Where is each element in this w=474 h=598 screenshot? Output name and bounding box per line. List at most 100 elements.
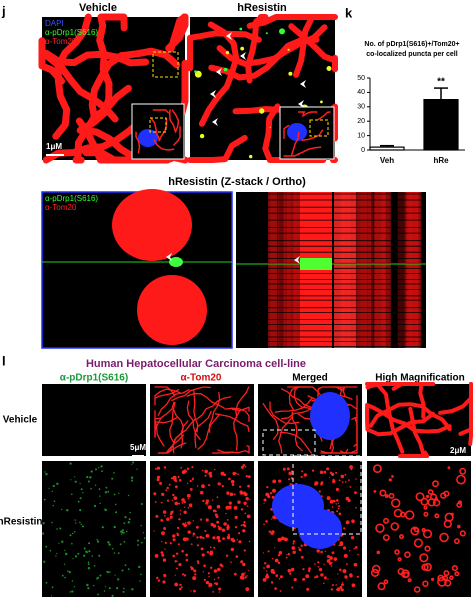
puncta <box>97 593 99 596</box>
puncta <box>247 484 251 488</box>
puncta <box>154 501 157 503</box>
puncta <box>243 524 247 528</box>
puncta <box>114 574 116 576</box>
puncta <box>204 469 208 474</box>
puncta <box>350 536 355 540</box>
puncta <box>137 539 139 542</box>
puncta <box>223 522 227 526</box>
puncta <box>240 46 245 51</box>
mito-strand <box>154 388 181 399</box>
puncta <box>71 493 73 496</box>
mito-strand <box>211 451 234 454</box>
puncta <box>354 491 357 495</box>
puncta <box>335 487 339 492</box>
puncta <box>306 587 310 591</box>
puncta <box>52 484 55 488</box>
puncta <box>422 580 429 587</box>
puncta <box>98 554 101 557</box>
puncta <box>108 587 111 590</box>
puncta <box>153 530 155 532</box>
puncta <box>293 578 297 582</box>
puncta <box>326 555 330 558</box>
puncta <box>127 521 130 524</box>
puncta <box>453 538 460 545</box>
ortho-stripe <box>408 192 412 348</box>
puncta <box>432 499 441 507</box>
mito-strand <box>152 109 170 114</box>
zoom-box <box>309 119 329 137</box>
channel-legend: α-pDrp1(S616) <box>45 28 98 37</box>
puncta <box>86 583 89 587</box>
puncta <box>104 586 106 588</box>
puncta <box>155 467 157 470</box>
puncta <box>244 576 247 579</box>
puncta <box>88 542 91 545</box>
puncta <box>68 571 71 574</box>
puncta <box>230 479 235 484</box>
puncta <box>186 482 189 484</box>
puncta <box>218 591 221 593</box>
puncta <box>279 590 282 592</box>
puncta <box>71 590 74 593</box>
puncta <box>266 486 269 489</box>
ortho-stripe <box>270 192 280 348</box>
puncta <box>303 473 307 477</box>
puncta <box>199 133 205 139</box>
puncta <box>175 480 178 483</box>
puncta <box>61 540 64 543</box>
puncta <box>164 541 167 545</box>
puncta <box>225 512 227 515</box>
puncta <box>85 550 87 553</box>
mito-strand <box>320 448 349 454</box>
puncta <box>196 544 199 547</box>
puncta <box>235 472 238 475</box>
puncta <box>69 462 72 465</box>
puncta <box>67 570 69 572</box>
row-label: hResistin <box>0 517 43 528</box>
mito-strand <box>193 389 199 433</box>
puncta <box>314 576 317 579</box>
puncta <box>284 537 288 542</box>
puncta <box>83 554 86 557</box>
puncta <box>140 541 143 544</box>
ortho-stripe <box>374 192 386 348</box>
puncta <box>330 565 333 567</box>
puncta <box>225 554 229 557</box>
puncta <box>173 496 178 500</box>
puncta <box>101 526 104 529</box>
mito-strand <box>279 431 312 454</box>
puncta <box>177 475 180 478</box>
puncta <box>338 512 342 516</box>
puncta <box>205 501 209 505</box>
puncta <box>163 573 167 578</box>
puncta <box>336 499 339 502</box>
puncta <box>307 569 311 573</box>
zoom-box <box>292 455 362 535</box>
puncta <box>348 479 350 481</box>
puncta <box>192 477 195 480</box>
mito-body <box>137 275 207 345</box>
puncta <box>337 507 340 510</box>
column-header: High Magnification <box>375 373 464 384</box>
puncta <box>121 569 124 572</box>
puncta <box>43 560 46 563</box>
puncta <box>190 590 192 592</box>
mito-strand <box>150 117 161 141</box>
puncta <box>117 552 120 554</box>
puncta <box>48 487 50 489</box>
puncta <box>71 542 73 545</box>
puncta <box>93 504 97 508</box>
puncta <box>188 503 193 508</box>
puncta <box>203 578 206 581</box>
puncta <box>204 530 206 532</box>
puncta <box>315 575 319 578</box>
ortho-stripe <box>278 192 289 348</box>
puncta <box>97 540 100 543</box>
channel-legend: α-Tom20 <box>45 203 77 212</box>
puncta <box>70 479 72 481</box>
puncta <box>75 522 77 524</box>
puncta <box>136 468 138 470</box>
puncta <box>388 478 392 482</box>
puncta <box>137 544 140 546</box>
puncta <box>375 523 385 533</box>
